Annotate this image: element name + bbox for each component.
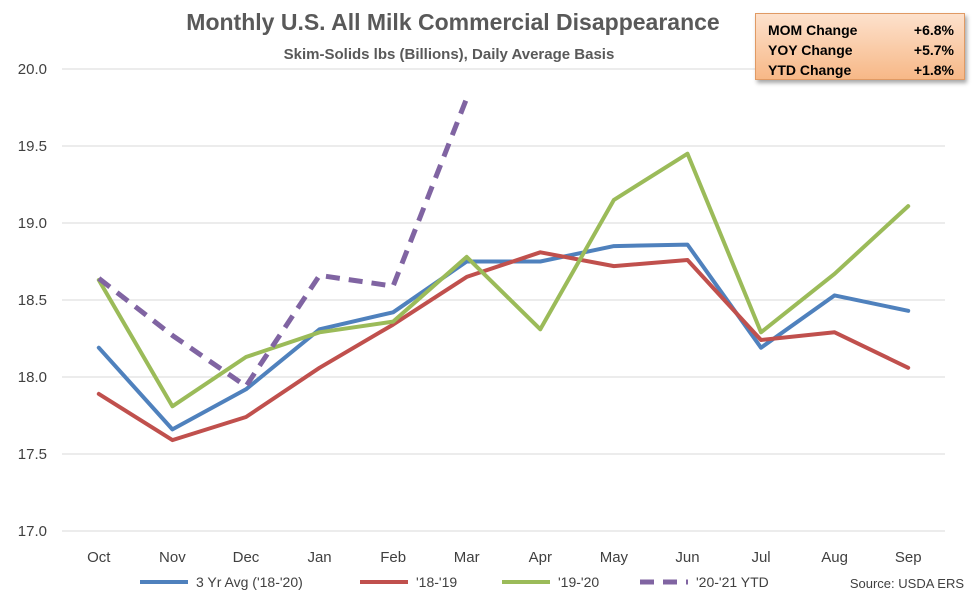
- y-tick-label: 18.0: [18, 369, 47, 386]
- x-tick-label: Feb: [380, 549, 406, 566]
- gridlines: [62, 68, 945, 532]
- x-axis-tick-labels: Oct Nov Dec Jan Feb Mar Apr May Jun Jul Aug Sep: [87, 549, 921, 566]
- x-tick-label: Nov: [159, 549, 186, 566]
- source-note: Source: USDA ERS: [850, 576, 964, 591]
- series-lines: [96, 97, 911, 443]
- x-tick-label: Oct: [87, 549, 111, 566]
- x-tick-label: Jul: [751, 549, 770, 566]
- x-tick-label: Sep: [895, 549, 922, 566]
- chart-subtitle: Skim-Solids lbs (Billions), Daily Averag…: [284, 46, 615, 63]
- stat-row-yoy: YOY Change +5.7%: [768, 40, 954, 60]
- y-tick-label: 19.0: [18, 215, 47, 232]
- y-tick-label: 20.0: [18, 61, 47, 78]
- stat-row-ytd: YTD Change +1.8%: [768, 60, 954, 80]
- legend-label: 3 Yr Avg ('18-'20): [196, 574, 303, 590]
- change-stats-box: MOM Change +6.8% YOY Change +5.7% YTD Ch…: [755, 13, 965, 80]
- stat-value: +6.8%: [913, 22, 954, 38]
- legend: 3 Yr Avg ('18-'20) '18-'19 '19-'20 '20-'21 …: [140, 574, 769, 590]
- x-tick-label: Jan: [307, 549, 331, 566]
- x-tick-label: Apr: [529, 549, 552, 566]
- x-tick-label: Dec: [233, 549, 260, 566]
- y-tick-label: 17.5: [18, 446, 47, 463]
- series-line: [96, 250, 911, 443]
- x-tick-label: Jun: [675, 549, 699, 566]
- legend-label: '20-'21 YTD: [696, 574, 769, 590]
- y-axis-tick-labels: 17.0 17.5 18.0 18.5 19.0 19.5 20.0: [18, 61, 47, 540]
- y-tick-label: 19.5: [18, 138, 47, 155]
- series-line: [96, 151, 911, 409]
- x-tick-label: Aug: [821, 549, 848, 566]
- legend-label: '18-'19: [416, 574, 457, 590]
- series-line: [97, 97, 470, 389]
- y-tick-label: 17.0: [18, 523, 47, 540]
- stat-label: YTD Change: [768, 62, 852, 78]
- stat-value: +1.8%: [913, 62, 954, 78]
- stat-value: +5.7%: [913, 42, 954, 58]
- x-tick-label: Mar: [454, 549, 480, 566]
- legend-label: '19-'20: [558, 574, 599, 590]
- stat-label: MOM Change: [768, 22, 858, 38]
- x-tick-label: May: [600, 549, 629, 566]
- stat-row-mom: MOM Change +6.8%: [768, 20, 954, 40]
- y-tick-label: 18.5: [18, 292, 47, 309]
- stat-label: YOY Change: [768, 42, 853, 58]
- chart-title: Monthly U.S. All Milk Commercial Disappe…: [186, 9, 719, 35]
